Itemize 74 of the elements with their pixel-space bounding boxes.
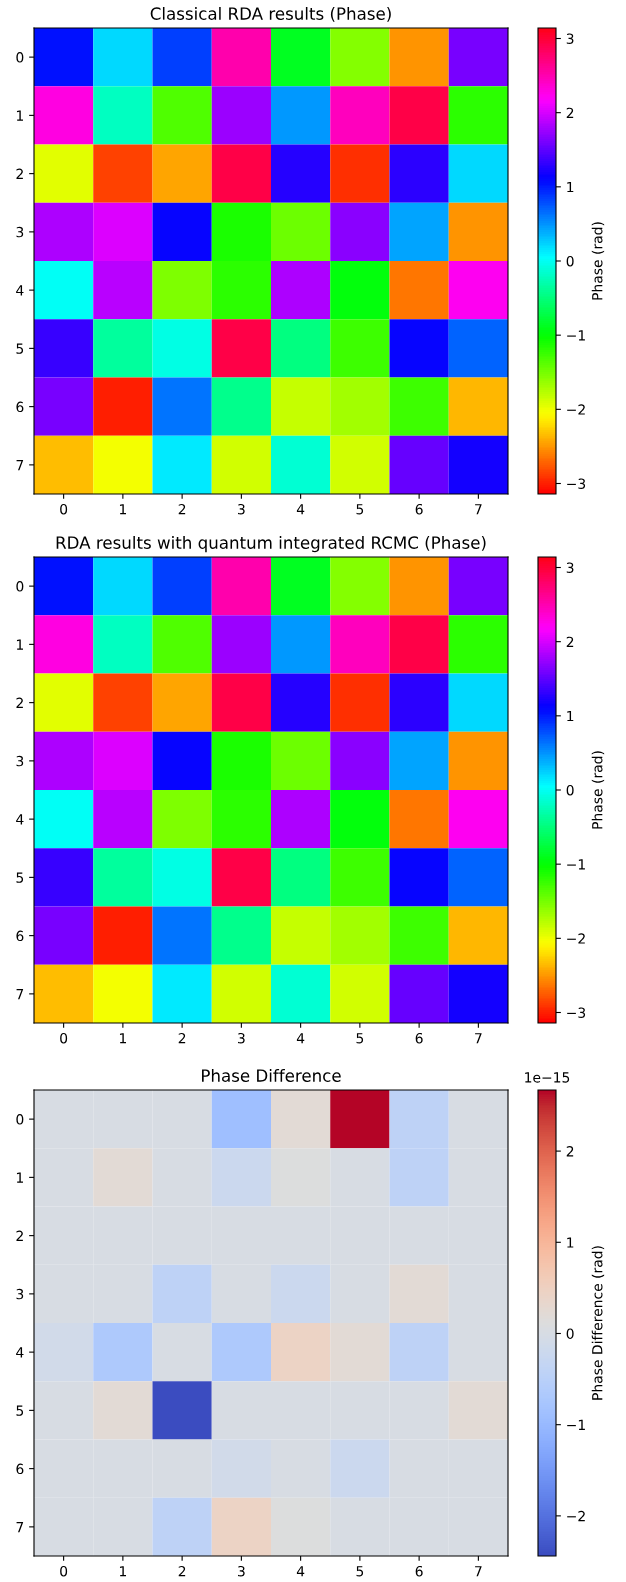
y-tick-label: 5: [16, 1405, 24, 1416]
x-tick-label: 4: [296, 504, 305, 515]
x-tick-label: 5: [356, 1566, 364, 1577]
x-tick-label: 7: [475, 1566, 482, 1577]
text: 1e−15: [525, 1072, 570, 1083]
color-bar-label: −2: [567, 933, 585, 944]
x-tick-label: 5: [356, 504, 364, 515]
y-tick-label: 5: [16, 343, 24, 354]
y-tick-label: 3: [16, 226, 24, 238]
x-tick-label: 0: [60, 1565, 68, 1577]
y-tick-label: 4: [16, 814, 24, 825]
chart-title: Classical RDA results (Phase): [150, 7, 391, 22]
y-tick-label: 4: [16, 1347, 24, 1358]
y-tick-label: 2: [16, 697, 23, 708]
x-tick-label: 4: [296, 1033, 305, 1044]
color-bar-label: −1: [567, 330, 585, 341]
x-tick-label: 2: [178, 503, 186, 515]
x-tick-label: 3: [238, 503, 245, 515]
x-tick-label: 5: [356, 1033, 364, 1044]
color-bar-label: 2: [566, 636, 574, 647]
color-bar-label: 3: [566, 33, 574, 44]
color-bar-title: Phase (rad): [591, 751, 605, 829]
color-bar-label: 1: [567, 1237, 574, 1248]
x-tick-label: 2: [178, 1032, 186, 1044]
color-bar-label: 0: [566, 1328, 574, 1339]
chart-title: Phase Difference: [202, 1069, 341, 1082]
x-tick-label: 1: [119, 1033, 127, 1044]
y-tick-label: 0: [16, 1114, 24, 1125]
y-tick-label: 2: [16, 168, 23, 179]
y-tick-label: 0: [16, 581, 24, 592]
color-bar-label: 2: [566, 1146, 574, 1157]
chart-title: RDA results with quantum integrated RCMC (Phase): [56, 536, 486, 553]
color-bar-label: 0: [566, 255, 574, 267]
color-bar-label: −3: [567, 1007, 586, 1018]
color-bar-label: 0: [566, 784, 574, 796]
color-bar-label: 1: [567, 181, 574, 193]
y-tick-label: 2: [16, 1230, 23, 1241]
x-tick-label: 4: [296, 1566, 305, 1577]
y-tick-label: 4: [16, 285, 24, 296]
color-bar-label: −2: [567, 404, 585, 415]
x-tick-label: 0: [60, 503, 68, 515]
color-bar-title: Phase Difference (rad): [591, 1246, 605, 1400]
x-tick-label: 6: [415, 1565, 423, 1577]
x-tick-label: 1: [119, 1566, 127, 1577]
x-tick-label: 3: [238, 1565, 245, 1577]
x-tick-label: 2: [178, 1565, 186, 1577]
x-tick-label: 3: [238, 1032, 245, 1044]
color-bar-label: 2: [566, 107, 574, 118]
x-tick-label: 7: [475, 1033, 482, 1044]
y-tick-label: 6: [16, 401, 24, 413]
color-bar-title: Phase (rad): [591, 222, 605, 300]
y-tick-label: 6: [16, 1463, 24, 1475]
x-tick-label: 7: [475, 504, 482, 515]
color-bar-label: −1: [567, 1419, 585, 1430]
x-tick-label: 0: [60, 1032, 68, 1044]
y-tick-label: 5: [16, 872, 24, 883]
y-tick-label: 1: [16, 1172, 23, 1183]
y-tick-label: 0: [16, 52, 24, 63]
y-tick-label: 7: [16, 460, 24, 471]
y-tick-label: 6: [16, 930, 24, 942]
y-tick-label: 3: [16, 755, 24, 767]
y-tick-label: 7: [16, 989, 24, 1000]
color-bar-label: 1: [567, 710, 574, 722]
color-bar-label: −1: [567, 859, 585, 870]
y-tick-label: 7: [16, 1522, 24, 1533]
y-tick-label: 1: [16, 110, 23, 121]
color-bar-label: 3: [566, 562, 574, 573]
color-bar-label: −2: [567, 1510, 585, 1522]
color-bar-label: −3: [567, 478, 586, 489]
x-tick-label: 6: [415, 503, 423, 515]
x-tick-label: 1: [119, 504, 127, 515]
x-tick-label: 6: [415, 1032, 423, 1044]
y-tick-label: 3: [16, 1288, 24, 1300]
y-tick-label: 1: [16, 639, 23, 650]
